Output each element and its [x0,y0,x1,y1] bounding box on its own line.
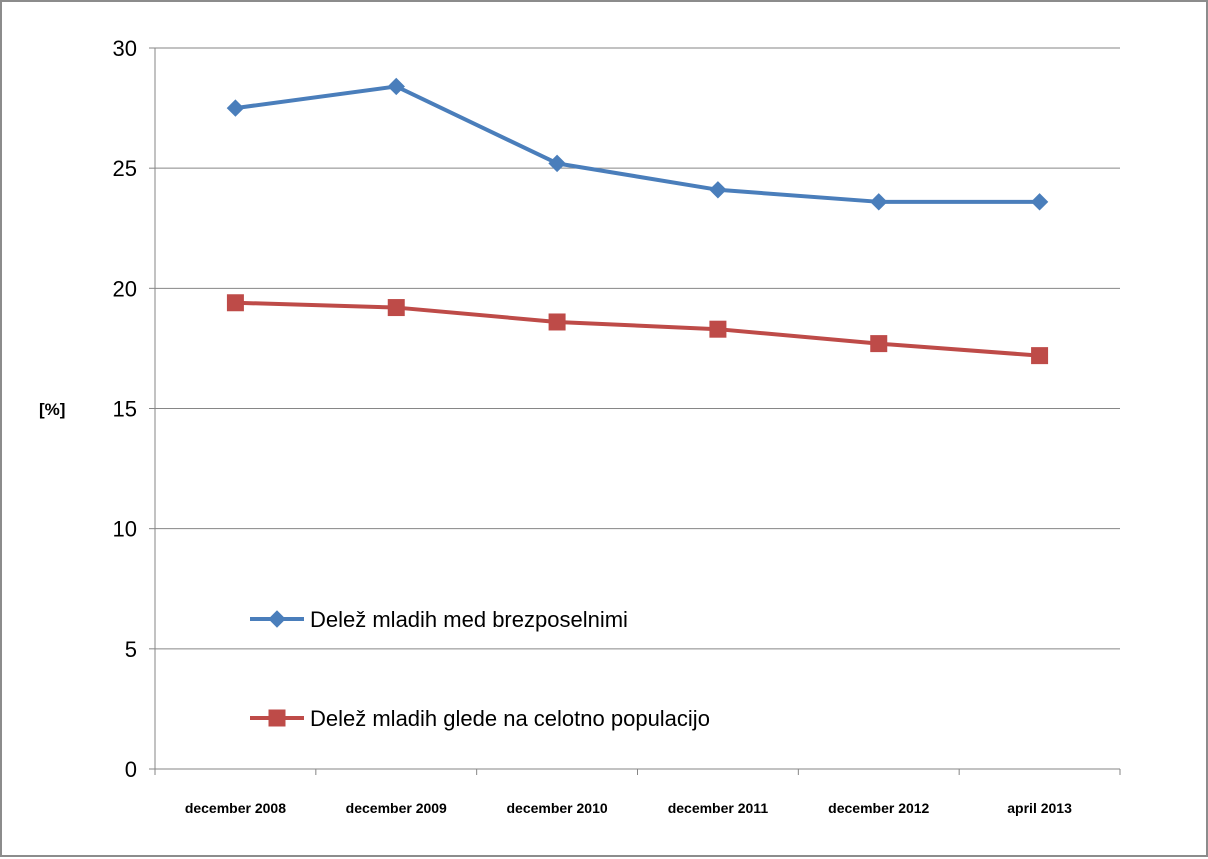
legend: Delež mladih med brezposelnimi Delež mlad… [250,607,710,731]
data-point [1030,193,1049,211]
data-point [870,193,888,211]
axes [149,47,1121,775]
y-tick-labels: 0 5 10 15 20 25 30 [113,36,137,782]
legend-label: Delež mladih med brezposelnimi [310,607,628,632]
y-axis-label: [%] [39,400,65,419]
data-point [870,335,888,353]
data-point [709,320,727,338]
data-point [387,299,405,317]
legend-label: Delež mladih glede na celotno populacijo [310,706,710,731]
legend-swatch-marker [268,709,286,727]
x-tick-label: december 2009 [346,800,447,816]
series-line [233,84,1042,204]
data-point [226,294,244,312]
y-tick-label: 30 [113,36,137,61]
data-point [548,154,566,173]
y-tick-label: 10 [113,517,137,542]
data-point [226,99,245,117]
series-2 [226,294,1049,365]
x-tick-label: december 2008 [185,800,286,816]
series-line [233,300,1042,358]
series-1 [226,77,1049,211]
data-series [226,77,1049,365]
y-tick-label: 20 [113,276,137,301]
legend-item: Delež mladih med brezposelnimi [250,607,628,632]
legend-item: Delež mladih glede na celotno populacijo [250,706,710,731]
data-point [709,181,727,199]
data-point [548,313,566,331]
x-tick-label: december 2011 [668,800,769,816]
data-point [387,77,405,96]
y-tick-label: 5 [125,637,137,662]
data-point [1031,347,1049,365]
y-tick-label: 15 [113,397,137,422]
legend-swatch-marker [268,610,286,628]
x-tick-labels: december 2008 december 2009 december 2010 d… [185,800,1072,816]
x-tick-label: december 2012 [828,800,929,816]
y-tick-label: 0 [125,757,137,782]
gridlines [155,47,1120,650]
y-tick-label: 25 [113,156,137,181]
x-tick-label: april 2013 [1007,800,1072,816]
x-tick-label: december 2010 [506,800,607,816]
